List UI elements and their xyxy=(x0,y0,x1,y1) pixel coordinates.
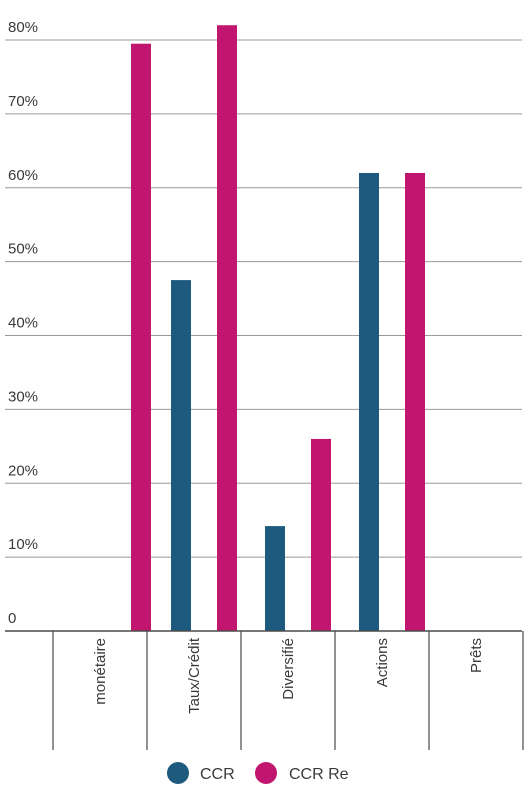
legend: CCR CCR Re xyxy=(167,762,349,784)
y-tick-label: 80% xyxy=(8,19,38,36)
x-tick-label: Actions xyxy=(374,638,391,687)
gridlines xyxy=(5,39,522,558)
bar-ccr-re xyxy=(311,438,331,631)
x-tick-label: Diversifié xyxy=(280,638,297,700)
y-tick-label: 70% xyxy=(8,93,38,110)
y-tick-label: 40% xyxy=(8,315,38,332)
y-axis-labels: 0 10% 20% 30% 40% 50% 60% 70% 80% xyxy=(8,19,38,627)
legend-label: CCR Re xyxy=(289,766,349,783)
x-tick-label: Prêts xyxy=(468,638,485,673)
bar-ccr xyxy=(359,172,379,631)
legend-label: CCR xyxy=(200,766,235,783)
x-axis: monétaire Taux/Crédit Diversifié Actions Prê… xyxy=(5,630,524,750)
y-tick-label: 10% xyxy=(8,536,38,553)
bar-ccr xyxy=(265,526,285,631)
bar-ccr-re xyxy=(217,25,237,632)
legend-swatch xyxy=(255,762,277,784)
y-tick-label: 0 xyxy=(8,610,16,627)
x-tick-label: monétaire xyxy=(92,638,109,705)
bar-ccr-re xyxy=(405,172,425,631)
y-tick-label: 50% xyxy=(8,241,38,258)
legend-swatch xyxy=(167,762,189,784)
y-tick-label: 60% xyxy=(8,167,38,184)
bar-ccr xyxy=(171,280,191,631)
y-tick-label: 30% xyxy=(8,388,38,405)
bars xyxy=(131,25,425,632)
y-tick-label: 20% xyxy=(8,462,38,479)
bar-ccr-re xyxy=(131,43,151,632)
x-tick-label: Taux/Crédit xyxy=(186,637,203,714)
